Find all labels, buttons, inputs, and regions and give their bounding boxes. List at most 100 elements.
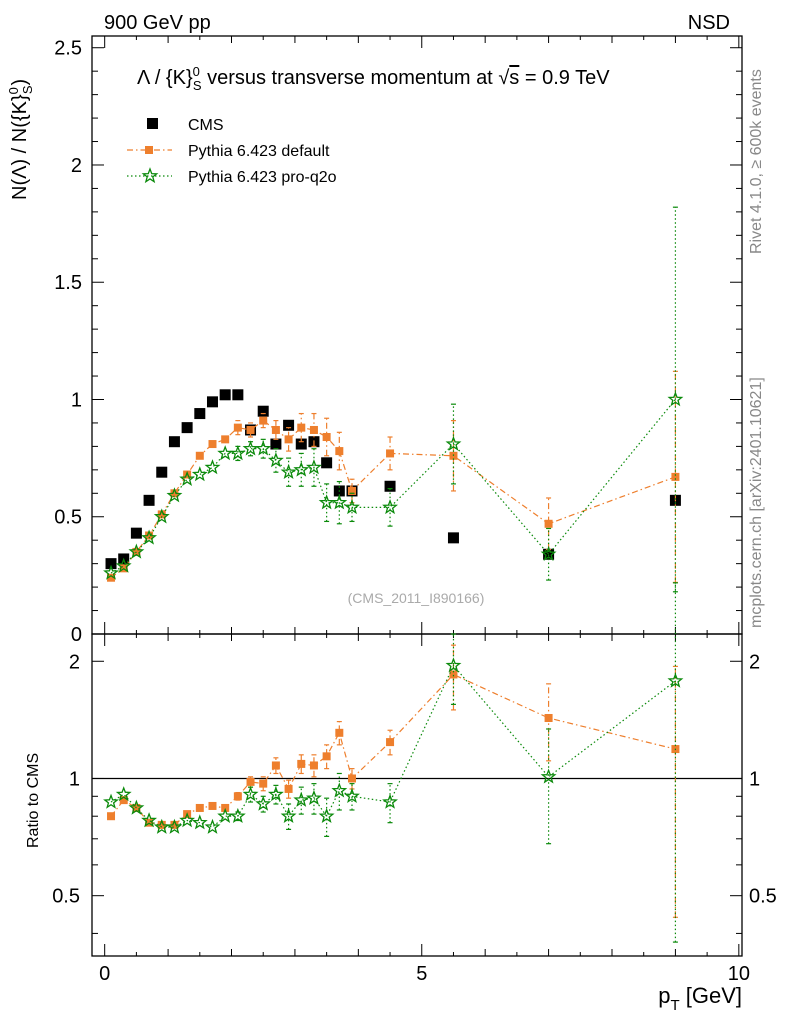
ratio-point-proq2o xyxy=(229,807,246,823)
ratio-point-proq2o xyxy=(293,791,310,807)
ratio-point-proq2o xyxy=(204,818,221,834)
ratio-point-proq2o xyxy=(141,812,158,828)
top-point-default xyxy=(297,423,306,432)
ratio-point-proq2o xyxy=(267,786,284,802)
cms-data-point xyxy=(543,548,555,560)
top-point-default xyxy=(145,531,154,540)
y-tick-label: 2.5 xyxy=(54,38,82,60)
top-point-default xyxy=(208,440,217,449)
ratio-point-proq2o xyxy=(242,786,259,802)
ratio-point-proq2o xyxy=(382,793,398,809)
y-tick-label: 0 xyxy=(71,624,82,646)
top-point-default xyxy=(386,449,395,458)
ratio-point-proq2o xyxy=(331,782,348,798)
legend-marker-cms xyxy=(147,118,158,129)
ratio-point-default xyxy=(348,774,356,783)
top-point-proq2o xyxy=(255,440,272,456)
top-point-default xyxy=(671,472,680,481)
ratio-point-default xyxy=(195,803,204,812)
top-point-proq2o xyxy=(667,391,684,407)
ratio-point-proq2o xyxy=(103,793,119,809)
ratio-line-filled-square xyxy=(110,673,676,826)
top-point-proq2o xyxy=(242,440,259,456)
top-point-proq2o xyxy=(318,494,335,510)
ratio-point-default xyxy=(107,812,116,821)
top-point-proq2o xyxy=(166,487,183,503)
ratio-point-default xyxy=(386,738,395,747)
y-tick-label: 0.5 xyxy=(54,507,82,529)
y-tick-label: 1 xyxy=(71,389,82,411)
top-point-proq2o xyxy=(280,463,297,479)
top-point-proq2o xyxy=(217,445,234,461)
legend-label-cms: CMS xyxy=(188,117,224,134)
ratio-point-proq2o xyxy=(540,768,557,784)
ratio-point-proq2o xyxy=(166,818,183,834)
ratio-point-default xyxy=(157,820,166,829)
ratio-point-default xyxy=(322,752,331,761)
legend-marker-default xyxy=(145,146,153,154)
ratio-tick-label-right: 2 xyxy=(749,651,760,673)
ratio-point-proq2o xyxy=(445,657,462,673)
cms-data-point xyxy=(194,408,206,420)
cms-data-point xyxy=(130,527,142,539)
ratio-point-default xyxy=(119,796,128,805)
top-point-proq2o xyxy=(141,529,158,545)
ratio-point-proq2o xyxy=(318,807,335,823)
rivet-version-label: Rivet 4.1.0, ≥ 600k events xyxy=(748,69,765,254)
top-point-default xyxy=(322,433,331,442)
x-tick-label: 0 xyxy=(99,963,110,985)
top-point-proq2o xyxy=(382,499,398,515)
ratio-point-proq2o xyxy=(179,812,196,828)
y-axis-label: N(Λ) / N({K}0S) xyxy=(6,79,35,200)
y-tick-label: 2 xyxy=(71,155,82,177)
top-point-proq2o xyxy=(153,508,170,524)
ratio-point-proq2o xyxy=(280,807,297,823)
ratio-point-default xyxy=(309,761,318,770)
ratio-panel-frame xyxy=(91,633,743,957)
top-point-default xyxy=(259,416,268,425)
ratio-point-default xyxy=(170,820,179,829)
ratio-point-proq2o xyxy=(255,795,272,811)
cms-data-point xyxy=(168,436,180,448)
header-right-label: NSD xyxy=(688,12,730,34)
cms-data-point xyxy=(105,558,117,570)
top-point-default xyxy=(221,435,230,444)
legend-label-proq2o: Pythia 6.423 pro-q2o xyxy=(188,169,337,186)
ratio-point-proq2o xyxy=(153,818,170,834)
ratio-tick-label-right: 1 xyxy=(749,768,760,790)
top-point-default xyxy=(246,425,255,434)
ratio-point-proq2o xyxy=(191,814,208,830)
legend-label-default: Pythia 6.423 default xyxy=(188,143,330,160)
top-point-proq2o xyxy=(331,494,348,510)
ratio-tick-label-left: 2 xyxy=(69,651,80,673)
ratio-tick-label-right: 0.5 xyxy=(749,886,777,908)
top-point-default xyxy=(195,451,204,460)
top-point-proq2o xyxy=(540,545,557,562)
top-point-default xyxy=(107,573,116,582)
top-point-proq2o xyxy=(179,470,196,486)
top-point-proq2o xyxy=(103,564,119,580)
top-point-proq2o xyxy=(344,498,360,515)
cms-data-point xyxy=(232,389,244,401)
top-point-proq2o xyxy=(267,452,284,468)
legend: CMS Pythia 6.423 default Pythia 6.423 pr… xyxy=(127,117,337,186)
ratio-point-default xyxy=(208,801,217,810)
ratio-tick-label-left: 0.5 xyxy=(52,886,80,908)
ratio-point-proq2o xyxy=(667,672,684,688)
top-point-default xyxy=(157,510,166,519)
cms-data-point xyxy=(219,389,231,401)
top-point-default xyxy=(544,519,553,528)
chart-title: Λ / {K}0 S versus transverse momentum at … xyxy=(137,64,610,93)
cms-data-point xyxy=(143,494,155,506)
ratio-point-default xyxy=(284,784,293,793)
cms-data-point xyxy=(447,532,459,544)
x-axis-label: pT [GeV] xyxy=(658,983,742,1014)
top-line-filled-square xyxy=(110,419,676,579)
ratio-point-default xyxy=(449,670,458,679)
x-tick-label: 5 xyxy=(416,963,427,985)
top-point-proq2o xyxy=(204,459,221,475)
ratio-point-proq2o xyxy=(217,807,234,823)
cms-data-point xyxy=(384,480,396,492)
ratio-point-default xyxy=(544,713,553,722)
cms-data-point xyxy=(257,405,269,417)
